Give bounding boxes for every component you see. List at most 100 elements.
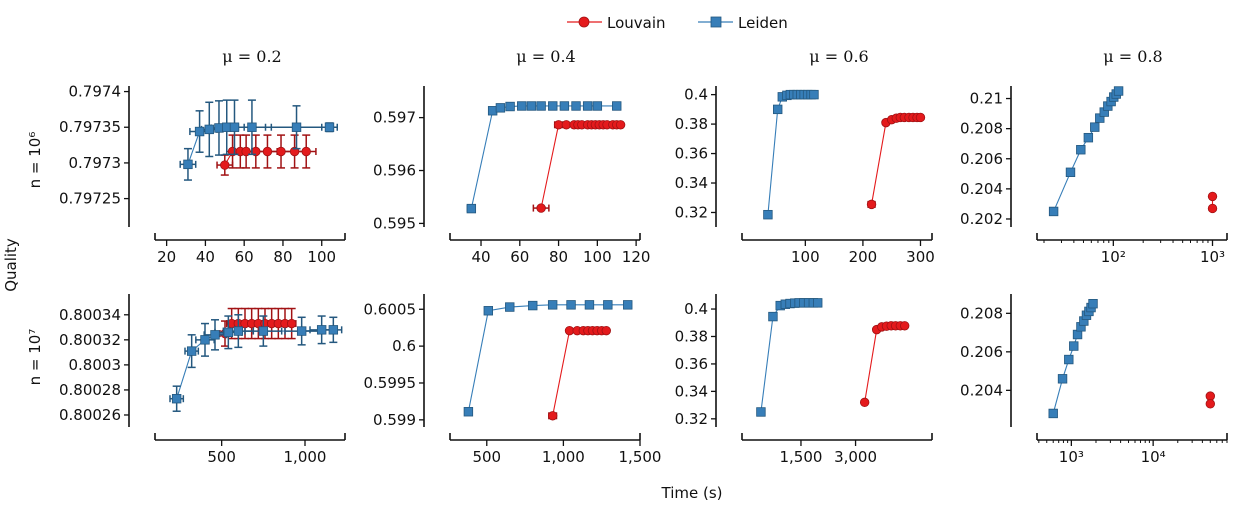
- series-louvain: [532, 120, 626, 213]
- y-tick-label: 0.79735: [59, 118, 121, 136]
- data-point-leiden: [204, 124, 214, 135]
- data-point-leiden: [324, 122, 335, 132]
- data-point-louvain: [301, 146, 311, 157]
- x-axis-label: Time (s): [661, 484, 723, 502]
- series-louvain: [866, 112, 926, 210]
- series-line: [864, 325, 905, 403]
- y-tick-label: 0.599: [373, 411, 416, 429]
- data-point-leiden: [1064, 354, 1074, 365]
- series-leiden: [763, 89, 819, 220]
- y-tick-label: 0.8003: [69, 356, 122, 374]
- row-label-2: n = 10⁷: [26, 329, 44, 386]
- series-line: [467, 304, 628, 412]
- data-point-leiden: [547, 300, 558, 310]
- legend-louvain-label: Louvain: [607, 14, 666, 32]
- y-tick-label: 0.4: [684, 86, 708, 104]
- data-point-leiden: [536, 101, 546, 111]
- panel-1-4: 0.202 0.204 0.206 0.208 0.21 10² 10³: [960, 86, 1228, 266]
- y-tick-label: 0.595: [373, 214, 416, 232]
- panel-2-4: 0.204 0.206 0.208 10³ 10⁴: [960, 294, 1228, 466]
- x-tick-label: 1,000: [284, 448, 327, 466]
- legend-leiden-marker: [710, 16, 722, 28]
- data-point-louvain: [276, 146, 286, 157]
- data-point-leiden: [487, 106, 498, 116]
- series-leiden: [463, 300, 633, 417]
- x-tick-label: 100: [307, 248, 336, 266]
- column-title-4: μ = 0.8: [1103, 47, 1162, 66]
- y-tick-label: 0.5995: [364, 374, 417, 392]
- series-leiden: [466, 101, 622, 214]
- panel-2-2: 0.599 0.5995 0.6 0.6005 500 1,000 1,500: [364, 294, 661, 466]
- y-tick-label: 0.34: [675, 174, 708, 192]
- y-tick-label: 0.206: [960, 343, 1003, 361]
- data-point-leiden: [566, 300, 576, 310]
- series-leiden: [1048, 299, 1098, 419]
- data-point-leiden: [1069, 341, 1079, 351]
- x-tick-label: 40: [196, 248, 215, 266]
- data-point-leiden: [768, 311, 778, 322]
- data-point-louvain: [286, 318, 297, 329]
- x-tick-label: 20: [157, 248, 176, 266]
- data-point-louvain: [866, 199, 877, 210]
- x-tick-label: 3,000: [834, 448, 877, 466]
- y-tick-label: 0.36: [675, 355, 708, 373]
- data-point-leiden: [505, 101, 515, 112]
- data-point-leiden: [603, 300, 613, 310]
- data-point-leiden: [258, 326, 269, 336]
- data-point-leiden: [548, 101, 558, 111]
- data-point-leiden: [214, 123, 224, 133]
- y-tick-label: 0.208: [960, 120, 1003, 138]
- x-tick-label: 1,500: [779, 448, 822, 466]
- series-leiden: [1048, 86, 1124, 217]
- series-louvain: [547, 325, 611, 421]
- data-point-leiden: [247, 122, 257, 132]
- data-point-leiden: [623, 300, 633, 310]
- data-point-leiden: [612, 101, 622, 111]
- y-tick-label: 0.80028: [59, 381, 121, 399]
- x-tick-label: 60: [510, 248, 529, 266]
- y-tick-label: 0.206: [960, 150, 1003, 168]
- data-point-leiden: [582, 101, 593, 111]
- series-line: [552, 330, 607, 416]
- data-point-louvain: [1207, 203, 1218, 214]
- data-point-louvain: [859, 397, 870, 408]
- y-tick-label: 0.596: [373, 162, 416, 180]
- y-tick-label: 0.4: [684, 300, 708, 318]
- data-point-leiden: [229, 122, 240, 132]
- x-tick-label: 80: [273, 248, 292, 266]
- data-point-leiden: [1076, 145, 1086, 155]
- y-tick-label: 0.6005: [364, 300, 417, 318]
- data-point-louvain: [1205, 399, 1216, 409]
- data-point-leiden: [592, 101, 603, 111]
- x-tick-label: 100: [583, 248, 612, 266]
- data-point-leiden: [528, 300, 538, 311]
- data-point-leiden: [1090, 122, 1100, 132]
- x-tick-label: 60: [235, 248, 254, 266]
- data-point-leiden: [210, 330, 220, 340]
- y-tick-label: 0.34: [675, 382, 708, 400]
- x-tick-label: 80: [549, 248, 568, 266]
- data-point-leiden: [1065, 167, 1076, 178]
- x-tick-label: 300: [906, 248, 935, 266]
- data-point-leiden: [186, 346, 197, 356]
- data-point-louvain: [1207, 191, 1218, 202]
- panel-2-3: 0.32 0.34 0.36 0.38 0.4 1,500 3,000: [675, 294, 933, 466]
- x-tick-label: 1,000: [542, 448, 585, 466]
- data-point-louvain: [561, 120, 572, 130]
- data-point-louvain: [220, 160, 230, 170]
- legend-leiden-label: Leiden: [738, 14, 788, 32]
- data-point-leiden: [483, 306, 494, 316]
- x-tick-label: 10²: [1101, 248, 1126, 266]
- data-point-leiden: [517, 101, 527, 111]
- x-tick-label: 200: [849, 248, 878, 266]
- series-line: [540, 124, 621, 209]
- x-tick-label: 40: [471, 248, 490, 266]
- data-point-leiden: [526, 101, 537, 111]
- row-label-1: n = 10⁶: [26, 132, 44, 189]
- data-point-leiden: [222, 122, 232, 132]
- y-tick-label: 0.80034: [59, 306, 121, 324]
- y-tick-label: 0.80026: [59, 406, 121, 424]
- y-tick-label: 0.204: [960, 381, 1003, 399]
- y-tick-label: 0.80032: [59, 331, 121, 349]
